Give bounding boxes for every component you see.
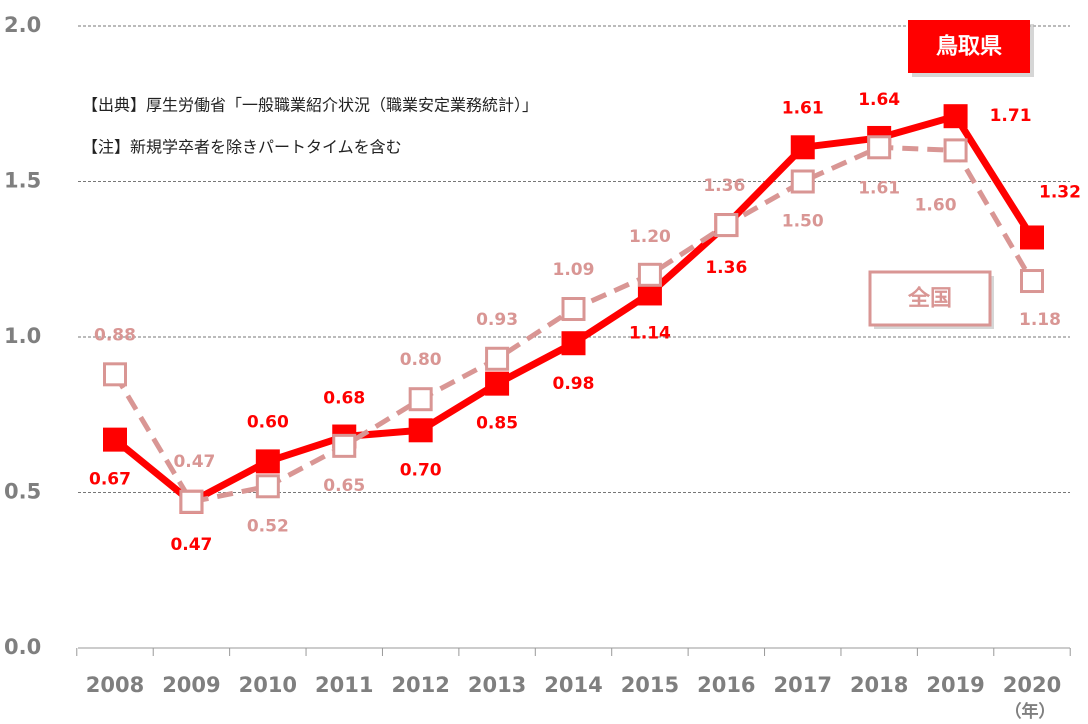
data-label: 0.67 (89, 470, 131, 490)
data-label: 1.18 (1019, 310, 1061, 330)
x-tick-label: 2012 (391, 673, 449, 697)
legend-label: 全国 (907, 286, 952, 312)
data-label: 0.85 (476, 414, 518, 434)
marker (179, 489, 204, 514)
data-label: 0.80 (400, 350, 442, 370)
legend-box (908, 20, 1030, 73)
x-tick-label: 2008 (86, 673, 144, 697)
data-label: 0.98 (553, 374, 595, 394)
legend-label: 鳥取県 (936, 34, 1002, 60)
marker (943, 138, 968, 163)
data-label: 0.70 (400, 460, 442, 480)
marker (1020, 225, 1044, 250)
x-unit: （年） (1005, 701, 1056, 722)
x-tick-label: 2010 (239, 673, 297, 697)
data-label: 0.68 (323, 389, 365, 409)
data-label: 1.20 (629, 227, 671, 247)
marker (561, 297, 586, 322)
note: 【出典】厚生労働省「一般職業紹介状況（職業安定業務統計）」 (82, 96, 538, 115)
marker (485, 346, 510, 371)
marker (255, 449, 280, 474)
legend-box (868, 270, 992, 327)
x-tick-label: 2020 (1003, 673, 1061, 697)
data-label: 0.52 (247, 516, 289, 536)
data-label: 1.32 (1039, 182, 1081, 202)
marker (637, 262, 662, 287)
marker (714, 213, 739, 238)
data-label: 1.36 (703, 176, 745, 196)
marker (790, 169, 815, 194)
data-label: 1.50 (782, 212, 824, 232)
data-label: 1.61 (858, 178, 900, 198)
data-label: 0.47 (173, 452, 215, 472)
marker (255, 474, 280, 499)
x-tick-label: 2017 (774, 673, 832, 697)
marker (103, 362, 127, 387)
data-label: 1.61 (782, 98, 824, 118)
data-label: 0.88 (94, 325, 136, 345)
marker (943, 104, 968, 129)
marker (408, 387, 433, 412)
x-tick-label: 2013 (468, 673, 526, 697)
data-label: 0.65 (323, 476, 365, 496)
y-tick-label: 0.0 (4, 635, 41, 659)
data-label: 0.47 (170, 535, 212, 555)
y-tick-label: 1.0 (4, 324, 41, 348)
marker (408, 418, 433, 443)
data-label: 0.60 (247, 412, 289, 432)
marker (1020, 269, 1044, 294)
marker (485, 371, 510, 396)
x-tick-label: 2011 (315, 673, 373, 697)
data-label: 1.36 (705, 258, 747, 278)
data-label: 1.60 (915, 195, 957, 215)
marker (561, 331, 586, 356)
data-label: 1.09 (553, 260, 595, 280)
data-label: 1.71 (990, 106, 1032, 126)
x-tick-label: 2018 (850, 673, 908, 697)
y-tick-label: 1.5 (4, 169, 41, 193)
x-tick-label: 2009 (162, 673, 220, 697)
y-tick-label: 0.5 (4, 480, 41, 504)
marker (790, 135, 815, 160)
x-tick-label: 2015 (621, 673, 679, 697)
x-tick-label: 2016 (697, 673, 755, 697)
x-tick-label: 2019 (926, 673, 984, 697)
marker (103, 427, 127, 452)
x-tick-label: 2014 (544, 673, 602, 697)
note: 【注】新規学卒者を除きパートタイムを含む (82, 138, 402, 157)
data-label: 1.14 (629, 323, 671, 343)
y-tick-label: 2.0 (4, 13, 41, 37)
data-label: 1.64 (858, 90, 900, 110)
marker (867, 135, 892, 160)
data-label: 0.93 (476, 310, 518, 330)
marker (332, 433, 357, 458)
